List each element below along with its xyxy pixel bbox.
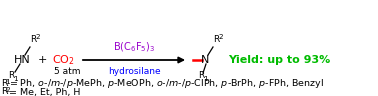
Text: = Me, Et, Ph, H: = Me, Et, Ph, H — [9, 87, 81, 96]
Text: 1: 1 — [5, 79, 10, 85]
Text: 2: 2 — [218, 34, 223, 40]
Text: 1: 1 — [203, 76, 208, 82]
Text: 1: 1 — [13, 76, 18, 82]
Text: 2: 2 — [35, 34, 40, 40]
Text: hydrosilane: hydrosilane — [108, 67, 160, 77]
Text: R: R — [1, 79, 8, 89]
Text: $\mathregular{B(C_6F_5)_3}$: $\mathregular{B(C_6F_5)_3}$ — [113, 40, 155, 54]
Text: R: R — [213, 36, 219, 45]
Text: R: R — [30, 36, 36, 45]
Text: N: N — [201, 55, 209, 65]
Text: = Ph, $\it{o}$-/$\it{m}$-/$\it{p}$-MePh, $\it{p}$-MeOPh, $\it{o}$-/$\it{m}$-/$\i: = Ph, $\it{o}$-/$\it{m}$-/$\it{p}$-MePh,… — [9, 77, 324, 91]
Text: R: R — [8, 72, 14, 81]
Text: Yield: up to 93%: Yield: up to 93% — [228, 55, 330, 65]
Text: R: R — [1, 87, 8, 96]
Text: 5 atm: 5 atm — [54, 67, 81, 75]
Text: +: + — [37, 55, 47, 65]
Text: HN: HN — [14, 55, 30, 65]
Text: R: R — [198, 72, 204, 81]
Text: 2: 2 — [5, 87, 10, 93]
Text: CO$_2$: CO$_2$ — [52, 53, 75, 67]
